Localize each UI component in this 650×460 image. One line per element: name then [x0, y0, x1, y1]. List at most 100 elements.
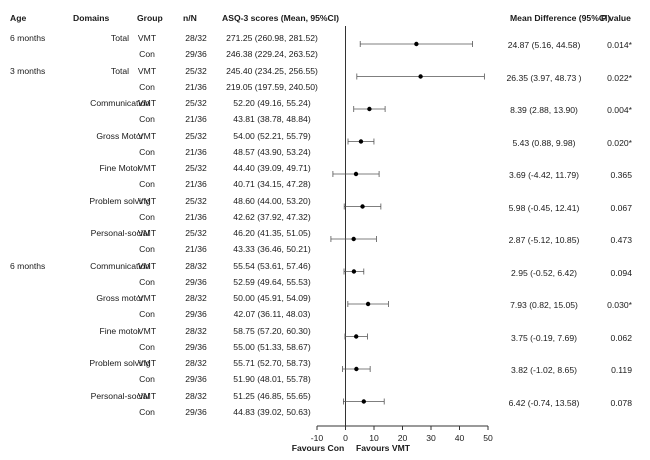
row-group-vmt: VMT	[137, 130, 157, 141]
row-mean-difference: 3.82 (-1.02, 8.65)	[511, 365, 577, 375]
row-mean-difference: 24.87 (5.16, 44.58)	[507, 40, 581, 50]
row-mean-difference: 3.75 (-0.19, 7.69)	[511, 332, 577, 343]
row-n-con: 21/36	[185, 114, 207, 124]
row-score-con: 42.07 (36.11, 48.03)	[233, 309, 311, 319]
footer-favours-vmt: Favours VMT	[356, 443, 410, 453]
row-n-con: 29/36	[185, 49, 207, 59]
row-group-con: Con	[139, 244, 155, 254]
row-group-con: Con	[139, 406, 155, 417]
point-estimate	[353, 334, 359, 339]
row-score-vmt: 58.75 (57.20, 60.30)	[233, 325, 311, 336]
point-estimate	[354, 366, 359, 372]
row-n-con: 29/36	[185, 374, 207, 384]
row-p-value: 0.094	[610, 267, 632, 278]
x-tick-label: 40	[455, 433, 465, 443]
row-n-vmt: 25/32	[185, 130, 207, 141]
row-mean-difference: 7.93 (0.82, 15.05)	[510, 300, 578, 310]
row-mean-difference: 8.39 (2.88, 13.90)	[510, 105, 578, 115]
row-mean-difference: 2.87 (-5.12, 10.85)	[508, 235, 580, 245]
row-n-vmt: 28/32	[185, 325, 207, 336]
row-p-value: 0.067	[610, 202, 632, 213]
row-score-vmt: 44.40 (39.09, 49.71)	[233, 163, 311, 173]
row-score-vmt: 46.20 (41.35, 51.05)	[233, 228, 311, 238]
row-score-con: 219.05 (197.59, 240.50)	[226, 81, 318, 92]
row-n-vmt: 28/32	[185, 293, 207, 303]
row-domain: Communication	[90, 98, 150, 108]
row-p-value: 0.004*	[607, 105, 632, 115]
header-scores: ASQ-3 scores (Mean, 95%CI)	[222, 13, 340, 23]
row-group-vmt: VMT	[137, 163, 157, 173]
row-group-con: Con	[139, 374, 155, 384]
row-mean-difference: 6.42 (-0.74, 13.58)	[508, 397, 580, 408]
point-estimate	[367, 106, 372, 112]
row-n-vmt: 28/32	[185, 260, 207, 271]
row-n-con: 29/36	[185, 276, 207, 287]
row-score-vmt: 55.71 (52.70, 58.73)	[233, 358, 311, 368]
row-group-vmt: VMT	[137, 33, 157, 43]
row-p-value: 0.062	[610, 332, 632, 343]
row-n-vmt: 25/32	[185, 195, 207, 206]
header-group: Group	[137, 13, 163, 23]
row-n-vmt: 25/32	[185, 65, 207, 76]
point-estimate	[358, 139, 364, 144]
row-mean-difference: 26.35 (3.97, 48.73 )	[506, 72, 582, 83]
row-age: 3 months	[10, 65, 46, 76]
row-mean-difference: 5.43 (0.88, 9.98)	[512, 137, 576, 148]
row-group-vmt: VMT	[137, 195, 157, 206]
point-estimate	[360, 204, 365, 209]
row-group-con: Con	[139, 211, 155, 222]
row-score-con: 52.59 (49.64, 55.53)	[233, 276, 311, 287]
footer-favours-con: Favours Con	[291, 443, 345, 453]
row-n-con: 21/36	[185, 179, 207, 189]
row-group-vmt: VMT	[137, 228, 157, 238]
row-group-con: Con	[139, 146, 155, 157]
row-group-con: Con	[139, 49, 155, 59]
row-p-value: 0.030*	[607, 300, 632, 310]
row-group-vmt: VMT	[137, 390, 157, 401]
row-n-con: 21/36	[185, 81, 207, 92]
row-n-con: 29/36	[185, 406, 207, 417]
header-mean-difference: Mean Difference (95%CI)	[510, 13, 611, 23]
row-n-vmt: 28/32	[185, 358, 207, 368]
row-domain: Personal-social	[90, 390, 150, 401]
row-n-vmt: 25/32	[185, 163, 207, 173]
row-score-con: 43.81 (38.78, 48.84)	[233, 114, 311, 124]
row-p-value: 0.022*	[607, 72, 632, 83]
row-n-con: 21/36	[185, 146, 207, 157]
row-score-vmt: 51.25 (46.85, 55.65)	[233, 390, 311, 401]
row-group-con: Con	[139, 341, 155, 352]
x-tick-label: 20	[398, 433, 408, 443]
point-estimate	[414, 41, 419, 47]
row-score-vmt: 50.00 (45.91, 54.09)	[233, 293, 311, 303]
row-domain: Fine Motor	[99, 163, 141, 173]
x-tick-label: 10	[369, 433, 379, 443]
point-estimate	[365, 301, 371, 307]
row-p-value: 0.014*	[607, 40, 632, 50]
row-score-vmt: 54.00 (52.21, 55.79)	[233, 130, 311, 141]
row-group-con: Con	[139, 81, 155, 92]
row-score-con: 40.71 (34.15, 47.28)	[233, 179, 311, 189]
row-score-con: 51.90 (48.01, 55.78)	[233, 374, 311, 384]
row-group-con: Con	[139, 309, 155, 319]
row-score-con: 246.38 (229.24, 263.52)	[226, 49, 318, 59]
header-age: Age	[10, 13, 27, 23]
row-domain: Problem solving	[89, 358, 151, 368]
row-domain: Gross motor	[96, 293, 144, 303]
row-group-con: Con	[139, 179, 155, 189]
row-mean-difference: 3.69 (-4.42, 11.79)	[508, 170, 580, 180]
header-n: n/N	[183, 13, 197, 23]
row-age: 6 months	[10, 260, 46, 271]
row-group-vmt: VMT	[137, 358, 157, 368]
row-score-con: 43.33 (36.46, 50.21)	[233, 244, 311, 254]
row-p-value: 0.473	[610, 235, 632, 245]
row-score-con: 44.83 (39.02, 50.63)	[233, 406, 311, 417]
row-p-value: 0.119	[611, 365, 632, 375]
row-score-con: 55.00 (51.33, 58.67)	[233, 341, 311, 352]
row-group-vmt: VMT	[137, 293, 157, 303]
row-group-vmt: VMT	[137, 98, 157, 108]
row-score-vmt: 48.60 (44.00, 53.20)	[233, 195, 311, 206]
row-n-con: 21/36	[185, 244, 207, 254]
row-domain: Fine motor	[99, 325, 141, 336]
